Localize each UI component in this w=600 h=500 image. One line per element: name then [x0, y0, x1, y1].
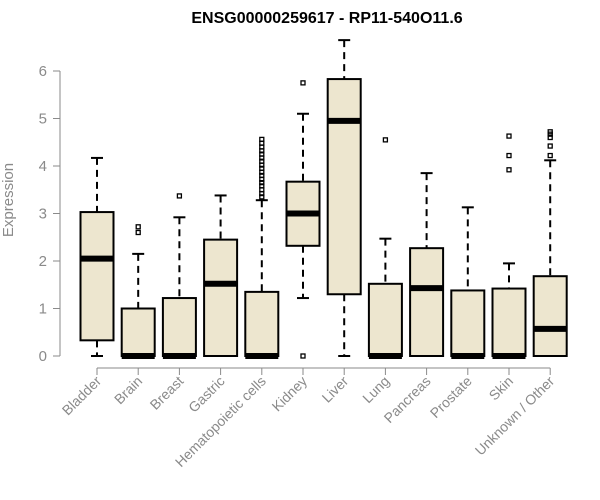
outlier-point — [259, 136, 265, 143]
outlier-point — [300, 80, 306, 86]
box-prostate — [450, 206, 486, 359]
iqr-box — [491, 287, 527, 357]
x-tick-label: Kidney — [269, 373, 311, 415]
iqr-box — [326, 78, 362, 296]
box-gastric — [203, 194, 239, 357]
iqr-box — [367, 282, 403, 357]
outlier-point — [506, 152, 512, 159]
x-tick-label: Prostate — [427, 373, 475, 421]
x-tick-label: Breast — [147, 373, 187, 413]
x-tick-label: Bladder — [59, 373, 105, 419]
y-tick-label: 0 — [39, 348, 47, 365]
iqr-box — [161, 297, 197, 357]
iqr-box — [120, 307, 156, 357]
y-tick-label: 2 — [39, 253, 47, 270]
outlier-point — [259, 179, 265, 186]
plot-area — [79, 39, 568, 359]
y-axis-label: Expression — [0, 163, 17, 237]
box-hematopoietic-cells — [244, 136, 280, 359]
outlier-point — [135, 229, 141, 236]
x-tick-label: Brain — [111, 373, 145, 407]
box-breast — [161, 193, 197, 359]
y-axis: 0 1 2 3 4 5 6 — [39, 63, 61, 365]
outlier-point — [547, 134, 553, 141]
outlier-point — [259, 183, 265, 189]
x-tick-label: Liver — [319, 373, 352, 406]
y-tick-label: 5 — [39, 111, 47, 128]
box-lung — [367, 137, 403, 359]
y-tick-label: 3 — [39, 206, 47, 223]
x-tick-label: Lung — [359, 373, 392, 406]
outlier-point — [547, 143, 553, 149]
box-liver — [326, 39, 362, 357]
box-bladder — [79, 156, 115, 357]
outlier-point — [547, 152, 553, 159]
outlier-point — [300, 353, 306, 359]
outlier-point — [547, 129, 553, 135]
iqr-box — [409, 247, 445, 357]
outlier-point — [506, 167, 512, 173]
outlier-point — [259, 194, 265, 200]
outlier-point — [506, 133, 512, 139]
outlier-point — [382, 137, 389, 143]
outlier-point — [135, 224, 141, 230]
y-tick-label: 6 — [39, 63, 47, 80]
iqr-box — [203, 238, 239, 357]
x-tick-label: Skin — [486, 373, 517, 404]
chart-title: ENSG00000259617 - RP11-540O11.6 — [191, 10, 462, 27]
outlier-point — [259, 158, 265, 164]
box-skin — [491, 133, 527, 359]
box-unknown-other — [532, 129, 568, 358]
box-pancreas — [409, 172, 445, 357]
iqr-box — [79, 211, 115, 342]
iqr-box — [532, 275, 568, 358]
outlier-point — [176, 193, 183, 199]
y-tick-label: 4 — [39, 158, 47, 175]
outlier-point — [259, 151, 265, 157]
iqr-box — [244, 290, 280, 357]
box-brain — [120, 224, 156, 359]
y-tick-label: 1 — [39, 301, 47, 318]
outlier-point — [259, 172, 265, 179]
box-kidney — [285, 80, 321, 359]
iqr-box — [450, 289, 486, 358]
outlier-point — [259, 165, 265, 172]
